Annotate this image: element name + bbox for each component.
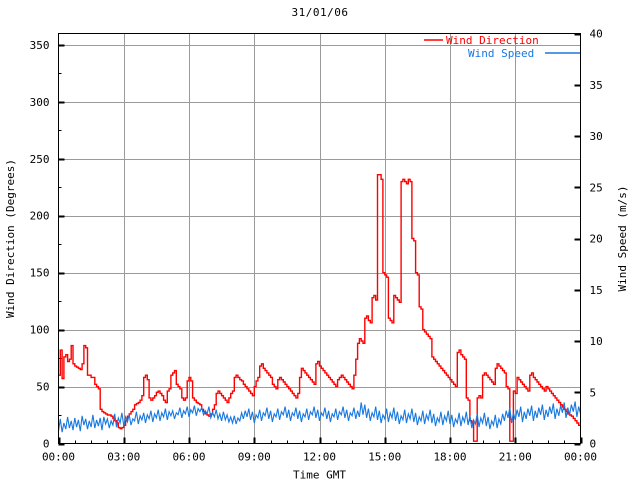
y-axis-tick-label: 0: [43, 438, 50, 451]
y2-axis-tick-label: 20: [590, 233, 603, 246]
x-axis-tick-label: 03:00: [107, 451, 140, 464]
y-axis-tick-label: 150: [30, 267, 50, 280]
x-axis-tick-label: 12:00: [303, 451, 336, 464]
tick-marks: [58, 33, 583, 446]
x-axis-tick-label: 06:00: [172, 451, 205, 464]
x-axis-tick-label: 15:00: [368, 451, 401, 464]
x-axis-tick-label: 00:00: [42, 451, 75, 464]
legend-label-wind-direction: Wind Direction: [446, 34, 539, 47]
legend-label-wind-speed: Wind Speed: [468, 47, 534, 60]
y-axis-tick-label: 250: [30, 153, 50, 166]
y-axis-tick-label: 300: [30, 96, 50, 109]
y2-axis-tick-label: 5: [590, 386, 597, 399]
y-axis-tick-label: 50: [36, 381, 49, 394]
grid-lines: [58, 33, 581, 444]
data-series-layer: [58, 174, 581, 442]
chart-title: 31/01/06: [291, 6, 349, 19]
x-axis-tick-label: 00:00: [564, 451, 597, 464]
y-axis-tick-label: 350: [30, 39, 50, 52]
y2-axis-tick-label: 25: [590, 181, 603, 194]
x-axis-title: Time GMT: [293, 469, 346, 480]
x-axis-tick-label: 18:00: [433, 451, 466, 464]
y2-axis-tick-label: 35: [590, 79, 603, 92]
y-axis-tick-label: 100: [30, 324, 50, 337]
y2-axis-title: Wind Speed (m/s): [616, 186, 629, 292]
axis-labels-layer: 0 50 100 150 200 250 300 350 0 5 10 15 20 25 30 35 40 00:…: [4, 28, 629, 480]
series-line-wind-direction: [58, 174, 581, 442]
x-axis-tick-label: 21:00: [499, 451, 532, 464]
series-line-wind-speed: [58, 401, 581, 433]
y2-axis-tick-label: 40: [590, 28, 603, 41]
y2-axis-tick-label: 30: [590, 130, 603, 143]
y2-axis-tick-label: 0: [590, 438, 597, 451]
x-axis-tick-label: 09:00: [238, 451, 271, 464]
plot-frame: [58, 33, 581, 444]
y-axis-tick-label: 200: [30, 210, 50, 223]
y2-axis-tick-label: 15: [590, 284, 603, 297]
y2-axis-tick-label: 10: [590, 335, 603, 348]
y-axis-title: Wind Direction (Degrees): [4, 159, 17, 318]
